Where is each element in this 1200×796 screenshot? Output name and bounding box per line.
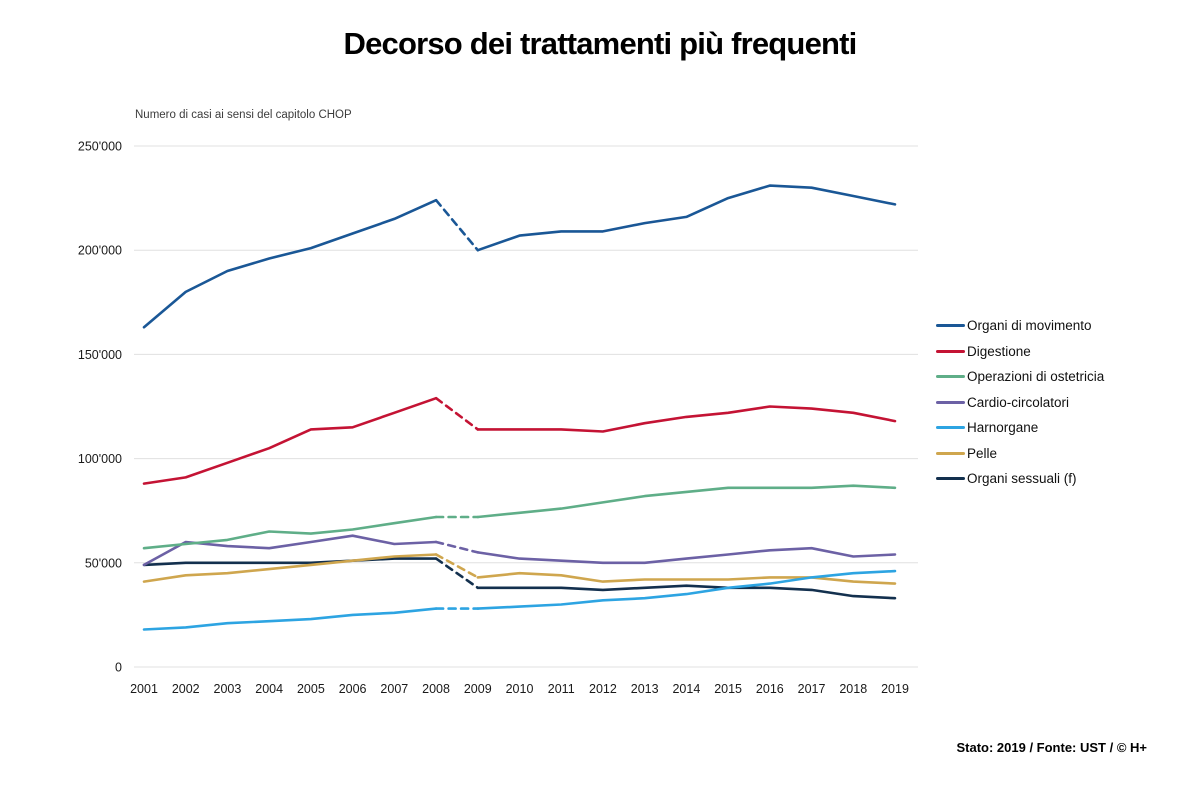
series-line-digestione-break <box>434 396 480 431</box>
x-axis-tick-label: 2004 <box>255 682 283 696</box>
x-axis-tick-label: 2010 <box>506 682 534 696</box>
series-line-pelle <box>142 553 438 583</box>
x-axis-tick-label: 2015 <box>714 682 742 696</box>
legend-label: Organi di movimento <box>967 318 1092 334</box>
x-axis-tick-label: 2012 <box>589 682 617 696</box>
x-axis-tick-label: 2013 <box>631 682 659 696</box>
series-line-cardio-circolatori <box>476 546 897 565</box>
legend-line-swatch-harnorgane <box>936 426 965 430</box>
x-axis-tick-label: 2009 <box>464 682 492 696</box>
series-line-organi-sessuali-f <box>142 557 438 567</box>
series-line-pelle-break <box>434 553 480 579</box>
chart-title: Decorso dei trattamenti più frequenti <box>343 26 858 61</box>
legend-line-swatch-organi-di-movimento <box>936 324 965 328</box>
x-axis-tick-label: 2016 <box>756 682 784 696</box>
y-axis-tick-label: 250'000 <box>78 140 122 154</box>
legend-label: Cardio-circolatori <box>967 394 1070 410</box>
series-line-digestione <box>142 396 438 485</box>
legend-line-swatch-digestione <box>936 349 965 353</box>
y-axis-tick-label: 50'000 <box>85 556 122 570</box>
legend-line-swatch-operazioni-di-ostetricia <box>936 375 965 379</box>
legend-line-swatch-cardio-circolatori <box>936 400 965 404</box>
legend-label: Harnorgane <box>967 420 1039 436</box>
series-line-organi-sessuali-f-break <box>434 557 480 590</box>
series-line-harnorgane <box>142 607 438 631</box>
x-axis-tick-label: 2018 <box>839 682 867 696</box>
series-line-cardio-circolatori <box>142 534 438 567</box>
legend-item: Organi sessuali (f) <box>936 466 1104 492</box>
legend-line-swatch-organi-sessuali-f <box>936 477 965 481</box>
x-axis-tick-label: 2014 <box>672 682 700 696</box>
x-axis-tick-label: 2003 <box>214 682 242 696</box>
legend-label: Organi sessuali (f) <box>967 471 1077 487</box>
legend-label: Operazioni di ostetricia <box>967 369 1105 385</box>
y-axis-tick-label: 150'000 <box>78 348 122 362</box>
series-line-pelle <box>476 571 897 585</box>
source-note: Stato: 2019 / Fonte: UST / © H+ <box>956 740 1147 755</box>
x-axis-tick-label: 2011 <box>548 682 575 696</box>
legend-item: Organi di movimento <box>936 313 1104 339</box>
series-line-harnorgane <box>476 569 897 610</box>
series-line-operazioni-di-ostetricia <box>476 484 897 519</box>
legend-item: Cardio-circolatori <box>936 390 1104 416</box>
series-line-organi-di-movimento <box>142 198 438 329</box>
x-axis-tick-label: 2002 <box>172 682 200 696</box>
x-axis-tick-label: 2001 <box>130 682 158 696</box>
series-line-organi-di-movimento <box>476 184 897 252</box>
x-axis-tick-label: 2008 <box>422 682 450 696</box>
x-axis-tick-label: 2005 <box>297 682 325 696</box>
x-axis-tick-label: 2017 <box>798 682 826 696</box>
legend-line-swatch-pelle <box>936 451 965 455</box>
y-axis-tick-label: 200'000 <box>78 244 122 258</box>
legend-item: Harnorgane <box>936 415 1104 441</box>
y-axis-tick-label: 100'000 <box>78 452 122 466</box>
legend-item: Operazioni di ostetricia <box>936 364 1104 390</box>
x-axis-tick-label: 2007 <box>380 682 408 696</box>
series-line-organi-sessuali-f <box>476 584 897 600</box>
series-line-digestione <box>476 405 897 433</box>
legend-label: Digestione <box>967 343 1031 359</box>
x-axis-tick-label: 2006 <box>339 682 367 696</box>
legend-label: Pelle <box>967 445 998 461</box>
series-line-organi-di-movimento-break <box>434 198 480 252</box>
axis-unit-label: Numero di casi ai sensi del capitolo CHO… <box>135 109 352 121</box>
legend: Organi di movimento Digestione Operazioni … <box>936 313 1104 492</box>
series-line-cardio-circolatori-break <box>434 540 480 554</box>
y-axis-tick-label: 0 <box>115 661 122 675</box>
series-line-operazioni-di-ostetricia <box>142 515 438 550</box>
legend-item: Digestione <box>936 339 1104 365</box>
legend-item: Pelle <box>936 441 1104 467</box>
x-axis-tick-label: 2019 <box>881 682 909 696</box>
